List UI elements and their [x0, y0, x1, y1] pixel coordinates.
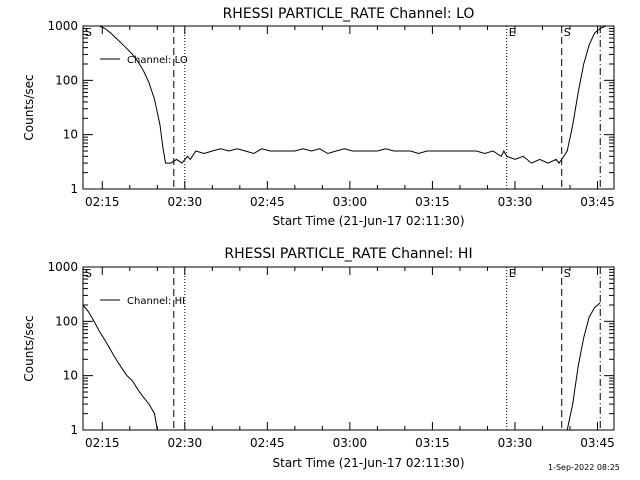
x-axis-label: Start Time (21-Jun-17 02:11:30)	[273, 456, 465, 470]
y-tick-label: 100	[55, 73, 78, 87]
x-tick-label: 02:30	[168, 436, 203, 450]
y-tick-label: 1	[70, 182, 78, 196]
chart-hi: RHESSI PARTICLE_RATE Channel: HI 1 10 100 10…	[22, 246, 615, 470]
x-tick-label: 02:45	[250, 436, 285, 450]
y-tick-label: 10	[63, 369, 78, 383]
x-axis-label: Start Time (21-Jun-17 02:11:30)	[273, 214, 465, 228]
x-tick-label: 02:15	[85, 195, 120, 209]
legend-label: Channel: HI	[127, 296, 185, 307]
x-tick-label: 03:15	[415, 436, 450, 450]
plot-frame	[82, 266, 615, 431]
y-tick-label: 10	[63, 128, 78, 142]
x-tick-label: 03:15	[415, 195, 450, 209]
series-line	[82, 304, 158, 431]
x-tick-label: 03:30	[498, 436, 533, 450]
chart-title: RHESSI PARTICLE_RATE Channel: HI	[224, 246, 472, 262]
x-tick-label: 03:00	[333, 436, 368, 450]
x-tick-label: 03:30	[498, 195, 533, 209]
legend-label: Channel: LO	[127, 55, 188, 66]
series-line	[566, 302, 601, 431]
marker-label: S	[85, 26, 92, 39]
x-tick-label: 02:30	[168, 195, 203, 209]
y-tick-label: 100	[55, 314, 78, 328]
marker-label: S	[85, 267, 92, 280]
y-axis-label: Counts/sec	[22, 315, 36, 381]
marker-label: E	[509, 26, 516, 39]
x-tick-label: 02:45	[250, 195, 285, 209]
y-tick-label: 1	[70, 423, 78, 437]
x-tick-label: 03:00	[333, 195, 368, 209]
chart-lo: RHESSI PARTICLE_RATE Channel: LO 1 10 100 10…	[22, 6, 615, 228]
series-line	[83, 25, 606, 164]
marker-label: E	[509, 267, 516, 280]
timestamp: 1-Sep-2022 08:25	[548, 463, 620, 472]
y-axis-label: Counts/sec	[22, 74, 36, 140]
y-tick-label: 1000	[47, 260, 78, 274]
marker-label: S	[564, 26, 571, 39]
chart-title: RHESSI PARTICLE_RATE Channel: LO	[223, 6, 475, 22]
plot-frame	[82, 25, 615, 190]
x-tick-label: 03:45	[580, 195, 615, 209]
x-tick-label: 03:45	[580, 436, 615, 450]
y-tick-label: 1000	[47, 19, 78, 33]
x-tick-label: 02:15	[85, 436, 120, 450]
marker-label: S	[564, 267, 571, 280]
